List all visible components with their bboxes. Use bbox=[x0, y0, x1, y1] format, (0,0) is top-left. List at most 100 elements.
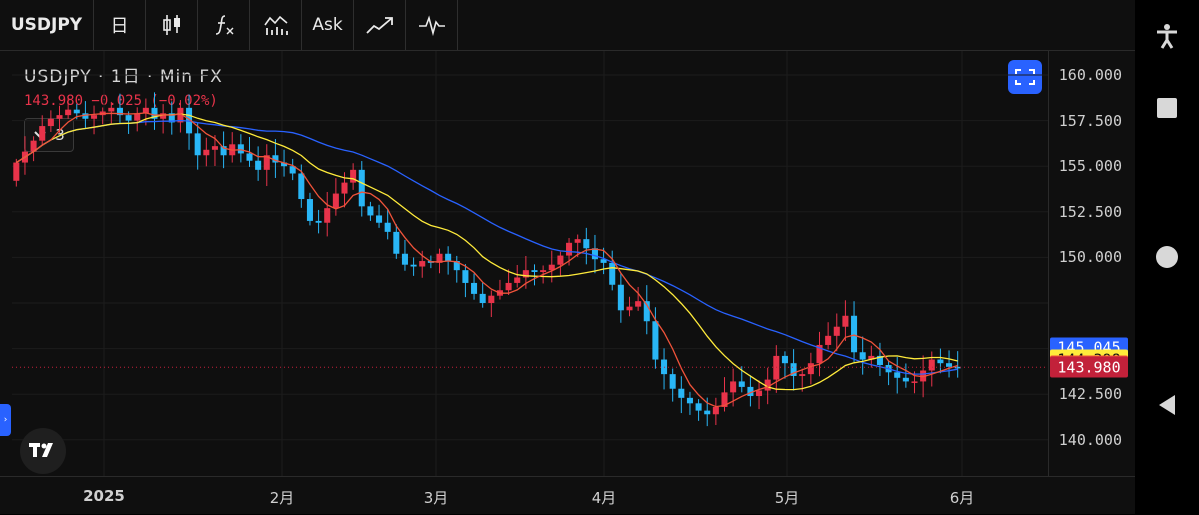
candle-body bbox=[643, 301, 650, 322]
candle-body bbox=[237, 144, 244, 154]
price-tick: 142.500 bbox=[1058, 385, 1122, 404]
candle-body bbox=[747, 386, 754, 397]
candle-body bbox=[220, 146, 227, 156]
candle-body bbox=[911, 381, 918, 383]
candle-body bbox=[367, 206, 374, 216]
legend-quote: 143.980 −0.025 (−0.02%) bbox=[24, 93, 218, 109]
candle-body bbox=[540, 270, 547, 272]
candle-body bbox=[445, 253, 452, 262]
candle-body bbox=[704, 410, 711, 415]
candle-body bbox=[669, 374, 676, 389]
candle-body bbox=[168, 113, 175, 123]
candle-body bbox=[721, 392, 728, 407]
candle-body bbox=[574, 239, 581, 243]
candle-body bbox=[738, 381, 745, 387]
candle-body bbox=[600, 259, 607, 263]
candle-body bbox=[868, 355, 875, 360]
candle-body bbox=[859, 352, 866, 360]
candle-body bbox=[626, 306, 633, 311]
fit-screen-button[interactable] bbox=[1008, 60, 1042, 94]
recent-apps-button[interactable] bbox=[1147, 88, 1187, 128]
price-tick: 157.500 bbox=[1058, 111, 1122, 130]
chart-type-button[interactable] bbox=[146, 0, 198, 50]
fit-screen-icon bbox=[1015, 69, 1035, 85]
back-button[interactable] bbox=[1147, 385, 1187, 425]
candle-body bbox=[306, 199, 313, 221]
candle-body bbox=[401, 253, 408, 265]
candle-body bbox=[65, 109, 72, 116]
ask-button[interactable]: Ask bbox=[302, 0, 354, 50]
chart-legend: USDJPY · 1日 · Min FX 143.980 −0.025 (−0.… bbox=[24, 62, 223, 109]
bar-chart-icon bbox=[263, 15, 288, 35]
candle-body bbox=[652, 321, 659, 360]
time-tick: 5月 bbox=[774, 489, 800, 507]
candle-body bbox=[13, 162, 20, 181]
candle-body bbox=[954, 366, 961, 369]
candle-body bbox=[678, 388, 685, 398]
back-triangle-icon bbox=[1159, 395, 1175, 415]
candle-body bbox=[134, 113, 141, 121]
tradingview-logo bbox=[20, 428, 66, 474]
candle-body bbox=[116, 107, 123, 116]
candle-body bbox=[946, 363, 953, 367]
candle-body bbox=[376, 215, 383, 223]
candle-body bbox=[73, 109, 80, 114]
price-tick: 152.500 bbox=[1058, 202, 1122, 221]
candle-body bbox=[30, 140, 37, 152]
chart-app: USDJPY 日 bbox=[0, 0, 1135, 514]
candle-body bbox=[47, 118, 54, 127]
price-axis[interactable]: 160.000 157.500 155.000 152.500 150.000 142.5… bbox=[1048, 51, 1136, 476]
ma-blue-line bbox=[15, 119, 958, 375]
candle-body bbox=[756, 390, 763, 397]
time-axis[interactable]: 2025 2月 3月 4月 5月 6月 bbox=[0, 476, 1135, 515]
candle-body bbox=[289, 166, 296, 174]
candle-body bbox=[358, 169, 365, 207]
candle-body bbox=[298, 173, 305, 200]
accessibility-icon bbox=[1157, 24, 1177, 49]
candle-body bbox=[790, 363, 797, 376]
accessibility-button[interactable] bbox=[1147, 16, 1187, 56]
candle-body bbox=[384, 222, 391, 232]
candle-body bbox=[695, 403, 702, 411]
candle-body bbox=[730, 381, 737, 393]
candle-body bbox=[436, 253, 443, 263]
legend-title: USDJPY · 1日 · Min FX bbox=[24, 67, 223, 87]
candle-body bbox=[332, 193, 339, 209]
candle-body bbox=[479, 293, 486, 303]
price-tick: 155.000 bbox=[1058, 157, 1122, 176]
candle-body bbox=[350, 169, 357, 183]
ideas-button[interactable] bbox=[354, 0, 406, 50]
pulse-icon bbox=[418, 15, 445, 37]
candle-body bbox=[410, 264, 417, 267]
candle-body bbox=[609, 262, 616, 285]
price-chart[interactable] bbox=[12, 51, 1048, 476]
candle-body bbox=[842, 315, 849, 327]
candle-body bbox=[160, 113, 167, 119]
interval-button[interactable]: 日 bbox=[94, 0, 146, 50]
indicators-button[interactable] bbox=[198, 0, 250, 50]
compare-button[interactable] bbox=[250, 0, 302, 50]
candle-body bbox=[142, 107, 149, 114]
candle-body bbox=[902, 377, 909, 382]
candle-body bbox=[324, 208, 331, 223]
candle-body bbox=[393, 231, 400, 254]
home-button[interactable] bbox=[1147, 237, 1187, 277]
candle-body bbox=[471, 282, 478, 294]
candle-body bbox=[56, 115, 63, 119]
replay-button[interactable] bbox=[406, 0, 458, 50]
candle-body bbox=[557, 255, 564, 265]
candle-body bbox=[635, 301, 642, 307]
candle-body bbox=[151, 107, 158, 119]
symbol-button[interactable]: USDJPY bbox=[0, 0, 94, 50]
side-panel-toggle[interactable]: › bbox=[0, 404, 11, 436]
candle-body bbox=[781, 355, 788, 364]
candle-body bbox=[91, 115, 98, 119]
candle-body bbox=[920, 370, 927, 382]
candle-body bbox=[712, 406, 719, 415]
price-tick: 150.000 bbox=[1058, 248, 1122, 267]
android-nav-bar bbox=[1135, 0, 1199, 514]
candle-body bbox=[39, 126, 46, 141]
candle-body bbox=[341, 182, 348, 194]
candle-body bbox=[591, 248, 598, 260]
candlestick-icon bbox=[162, 15, 180, 35]
